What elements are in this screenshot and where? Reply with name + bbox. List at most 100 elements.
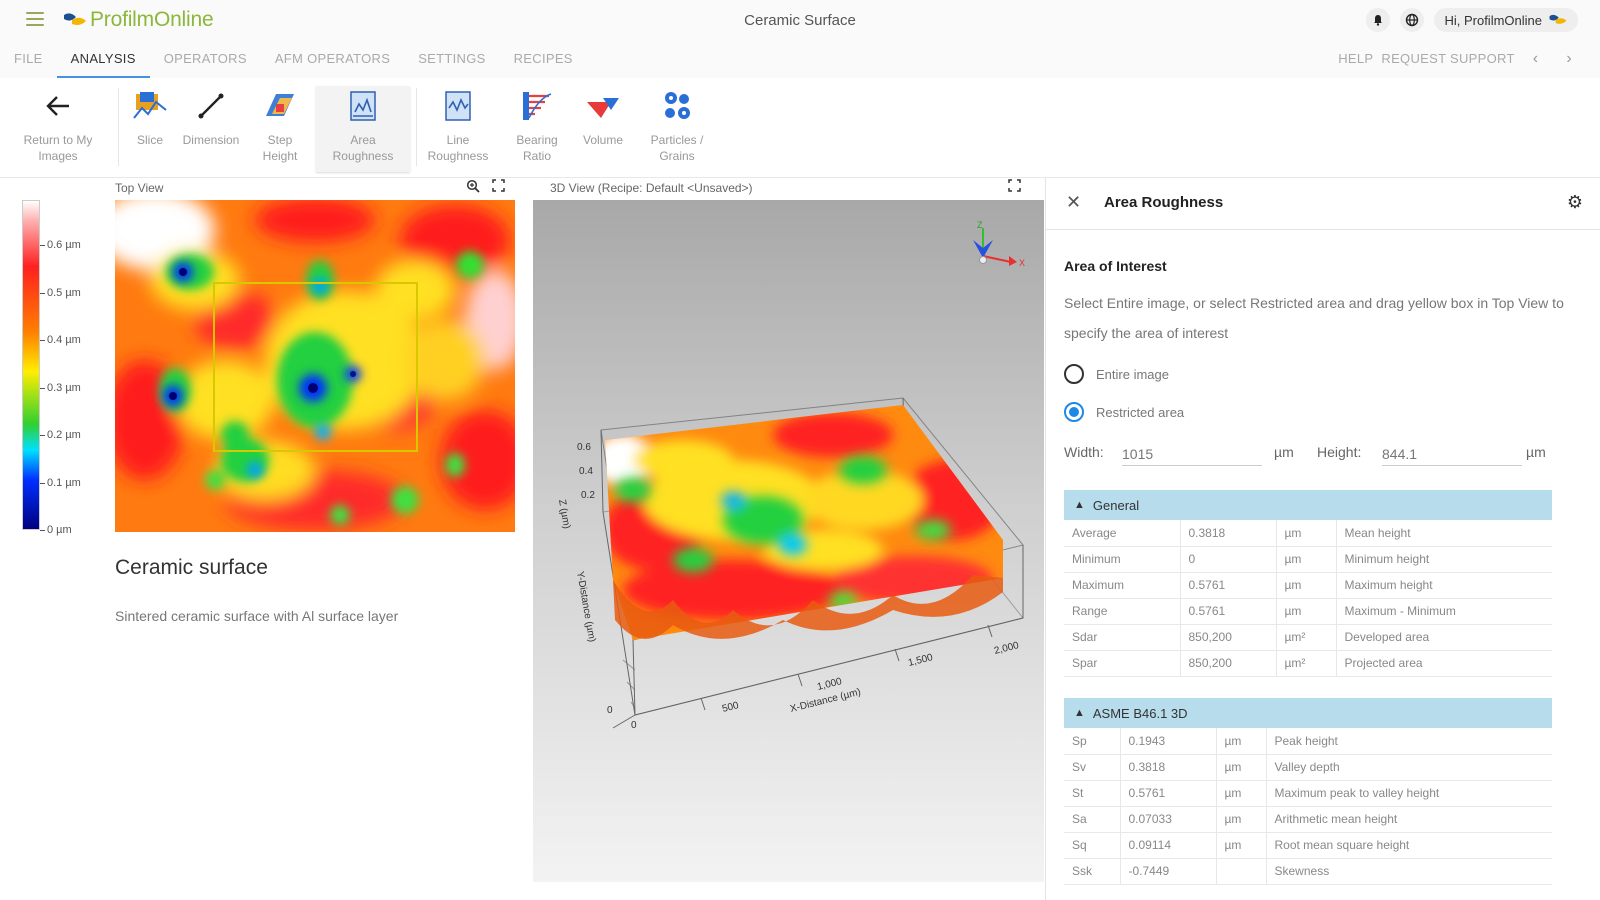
general-section-header[interactable]: ▲ General: [1064, 490, 1552, 520]
colorbar-tick: 0.4 µm: [40, 334, 81, 346]
slice-button[interactable]: Slice: [128, 86, 172, 172]
volume-button[interactable]: Volume: [578, 86, 628, 172]
stat-value: 850,200: [1180, 624, 1277, 651]
stat-value: 0.09114: [1120, 832, 1217, 859]
stat-description: Maximum - Minimum: [1336, 598, 1552, 625]
x-tick: 2,000: [993, 640, 1020, 657]
notification-bell-icon[interactable]: [1366, 8, 1391, 32]
table-row: Sa 0.07033 µm Arithmetic mean height: [1064, 806, 1552, 833]
help-link[interactable]: HELP: [1338, 51, 1374, 66]
stat-description: Arithmetic mean height: [1266, 806, 1552, 833]
gear-icon[interactable]: ⚙: [1566, 192, 1583, 212]
stat-name: St: [1064, 780, 1121, 807]
area-of-interest-description: Select Entire image, or select Restricte…: [1064, 295, 1564, 341]
stat-value: 0: [1180, 546, 1277, 573]
dimension-icon: [191, 86, 231, 126]
request-support-link[interactable]: REQUEST SUPPORT: [1381, 51, 1515, 66]
stat-name: Sa: [1064, 806, 1121, 833]
chevron-up-icon: ▲: [1074, 707, 1085, 719]
radio-button[interactable]: [1064, 364, 1084, 384]
line-roughness-button[interactable]: Line Roughness: [424, 86, 492, 172]
top-view-heatmap[interactable]: [115, 200, 515, 532]
stat-unit: µm²: [1276, 624, 1337, 651]
close-icon[interactable]: ✕: [1066, 192, 1082, 212]
table-row: Sv 0.3818 µm Valley depth: [1064, 754, 1552, 781]
tab-analysis[interactable]: ANALYSIS: [56, 40, 150, 78]
area-roughness-icon: [343, 86, 383, 126]
stat-name: Sq: [1064, 832, 1121, 859]
stat-value: 850,200: [1180, 650, 1277, 677]
table-row: Ssk -0.7449 Skewness: [1064, 858, 1552, 885]
colorbar-tick: 0 µm: [40, 524, 72, 536]
chevron-right-icon[interactable]: ›: [1566, 50, 1572, 67]
svg-text:Z: Z: [977, 220, 983, 230]
area-of-interest-heading: Area of Interest: [1064, 258, 1167, 274]
area-roughness-panel: ✕ Area Roughness ⚙ Area of Interest Sele…: [1045, 178, 1600, 900]
zoom-icon[interactable]: [466, 179, 480, 196]
x-tick: 1,000: [816, 676, 843, 693]
area-roughness-button[interactable]: Area Roughness: [316, 86, 410, 172]
stat-description: Developed area: [1336, 624, 1552, 651]
step-height-button[interactable]: Step Height: [256, 86, 304, 172]
tab-settings[interactable]: SETTINGS: [418, 51, 486, 66]
tab-afm-operators[interactable]: AFM OPERATORS: [274, 51, 391, 66]
app-header: ProfilmOnline Ceramic Surface Hi, Profil…: [0, 0, 1600, 40]
stat-name: Minimum: [1064, 546, 1181, 573]
stat-unit: µm: [1216, 728, 1267, 755]
language-globe-icon[interactable]: [1400, 8, 1425, 32]
stat-unit: µm: [1216, 754, 1267, 781]
axis-gizmo-icon: Z X: [973, 220, 1025, 268]
dimension-button[interactable]: Dimension: [180, 86, 242, 172]
tab-recipes[interactable]: RECIPES: [513, 51, 573, 66]
chevron-left-icon[interactable]: ‹: [1532, 50, 1539, 67]
stat-value: 0.3818: [1180, 520, 1277, 547]
app-logo[interactable]: ProfilmOnline: [62, 8, 214, 32]
stat-description: Valley depth: [1266, 754, 1552, 781]
stat-value: 0.1943: [1120, 728, 1217, 755]
height-colorbar: [22, 200, 40, 530]
entire-image-radio[interactable]: Entire image: [1064, 364, 1169, 384]
stat-name: Spar: [1064, 650, 1181, 677]
radio-button-selected[interactable]: [1064, 402, 1084, 422]
asme-section: ▲ ASME B46.1 3D Sp 0.1943 µm Peak height Sv 0…: [1064, 698, 1552, 885]
particles-grains-icon: [657, 86, 697, 126]
width-input[interactable]: [1122, 440, 1262, 466]
restricted-area-radio[interactable]: Restricted area: [1064, 402, 1184, 422]
fullscreen-icon[interactable]: [492, 179, 505, 196]
width-label: Width:: [1064, 444, 1104, 460]
image-description: Sintered ceramic surface with Al surface…: [115, 608, 399, 624]
stat-description: Projected area: [1336, 650, 1552, 677]
table-row: St 0.5761 µm Maximum peak to valley height: [1064, 780, 1552, 807]
width-unit: µm: [1274, 444, 1294, 460]
tab-file[interactable]: FILE: [14, 51, 43, 66]
app-name: ProfilmOnline: [90, 8, 214, 31]
bearing-ratio-icon: [517, 86, 557, 126]
panel-title: Area Roughness: [1104, 194, 1224, 211]
area-of-interest-box[interactable]: [213, 282, 418, 452]
stat-value: 0.5761: [1180, 598, 1277, 625]
stat-name: Ssk: [1064, 858, 1121, 885]
bearing-ratio-button[interactable]: Bearing Ratio: [510, 86, 564, 172]
return-to-images-button[interactable]: Return to My Images: [18, 86, 98, 172]
height-input[interactable]: [1382, 440, 1522, 466]
stat-name: Sdar: [1064, 624, 1181, 651]
fullscreen-3d-icon[interactable]: [1008, 179, 1021, 195]
stat-value: -0.7449: [1120, 858, 1217, 885]
table-row: Average 0.3818 µm Mean height: [1064, 520, 1552, 547]
table-row: Sp 0.1943 µm Peak height: [1064, 728, 1552, 755]
colorbar-tick: 0.2 µm: [40, 429, 81, 441]
tab-operators[interactable]: OPERATORS: [163, 51, 247, 66]
stat-name: Average: [1064, 520, 1181, 547]
hamburger-menu-icon[interactable]: [26, 12, 44, 26]
asme-section-header[interactable]: ▲ ASME B46.1 3D: [1064, 698, 1552, 728]
stat-description: Peak height: [1266, 728, 1552, 755]
stat-unit: µm: [1276, 572, 1337, 599]
stat-unit: µm: [1276, 520, 1337, 547]
stat-value: 0.5761: [1180, 572, 1277, 599]
particles-grains-button[interactable]: Particles / Grains: [644, 86, 710, 172]
y-tick: 0: [607, 705, 613, 716]
volume-icon: [583, 86, 623, 126]
user-menu[interactable]: Hi, ProfilmOnline: [1434, 8, 1578, 32]
3d-view-canvas[interactable]: Z X: [533, 200, 1044, 882]
x-tick: 1,500: [907, 652, 934, 669]
